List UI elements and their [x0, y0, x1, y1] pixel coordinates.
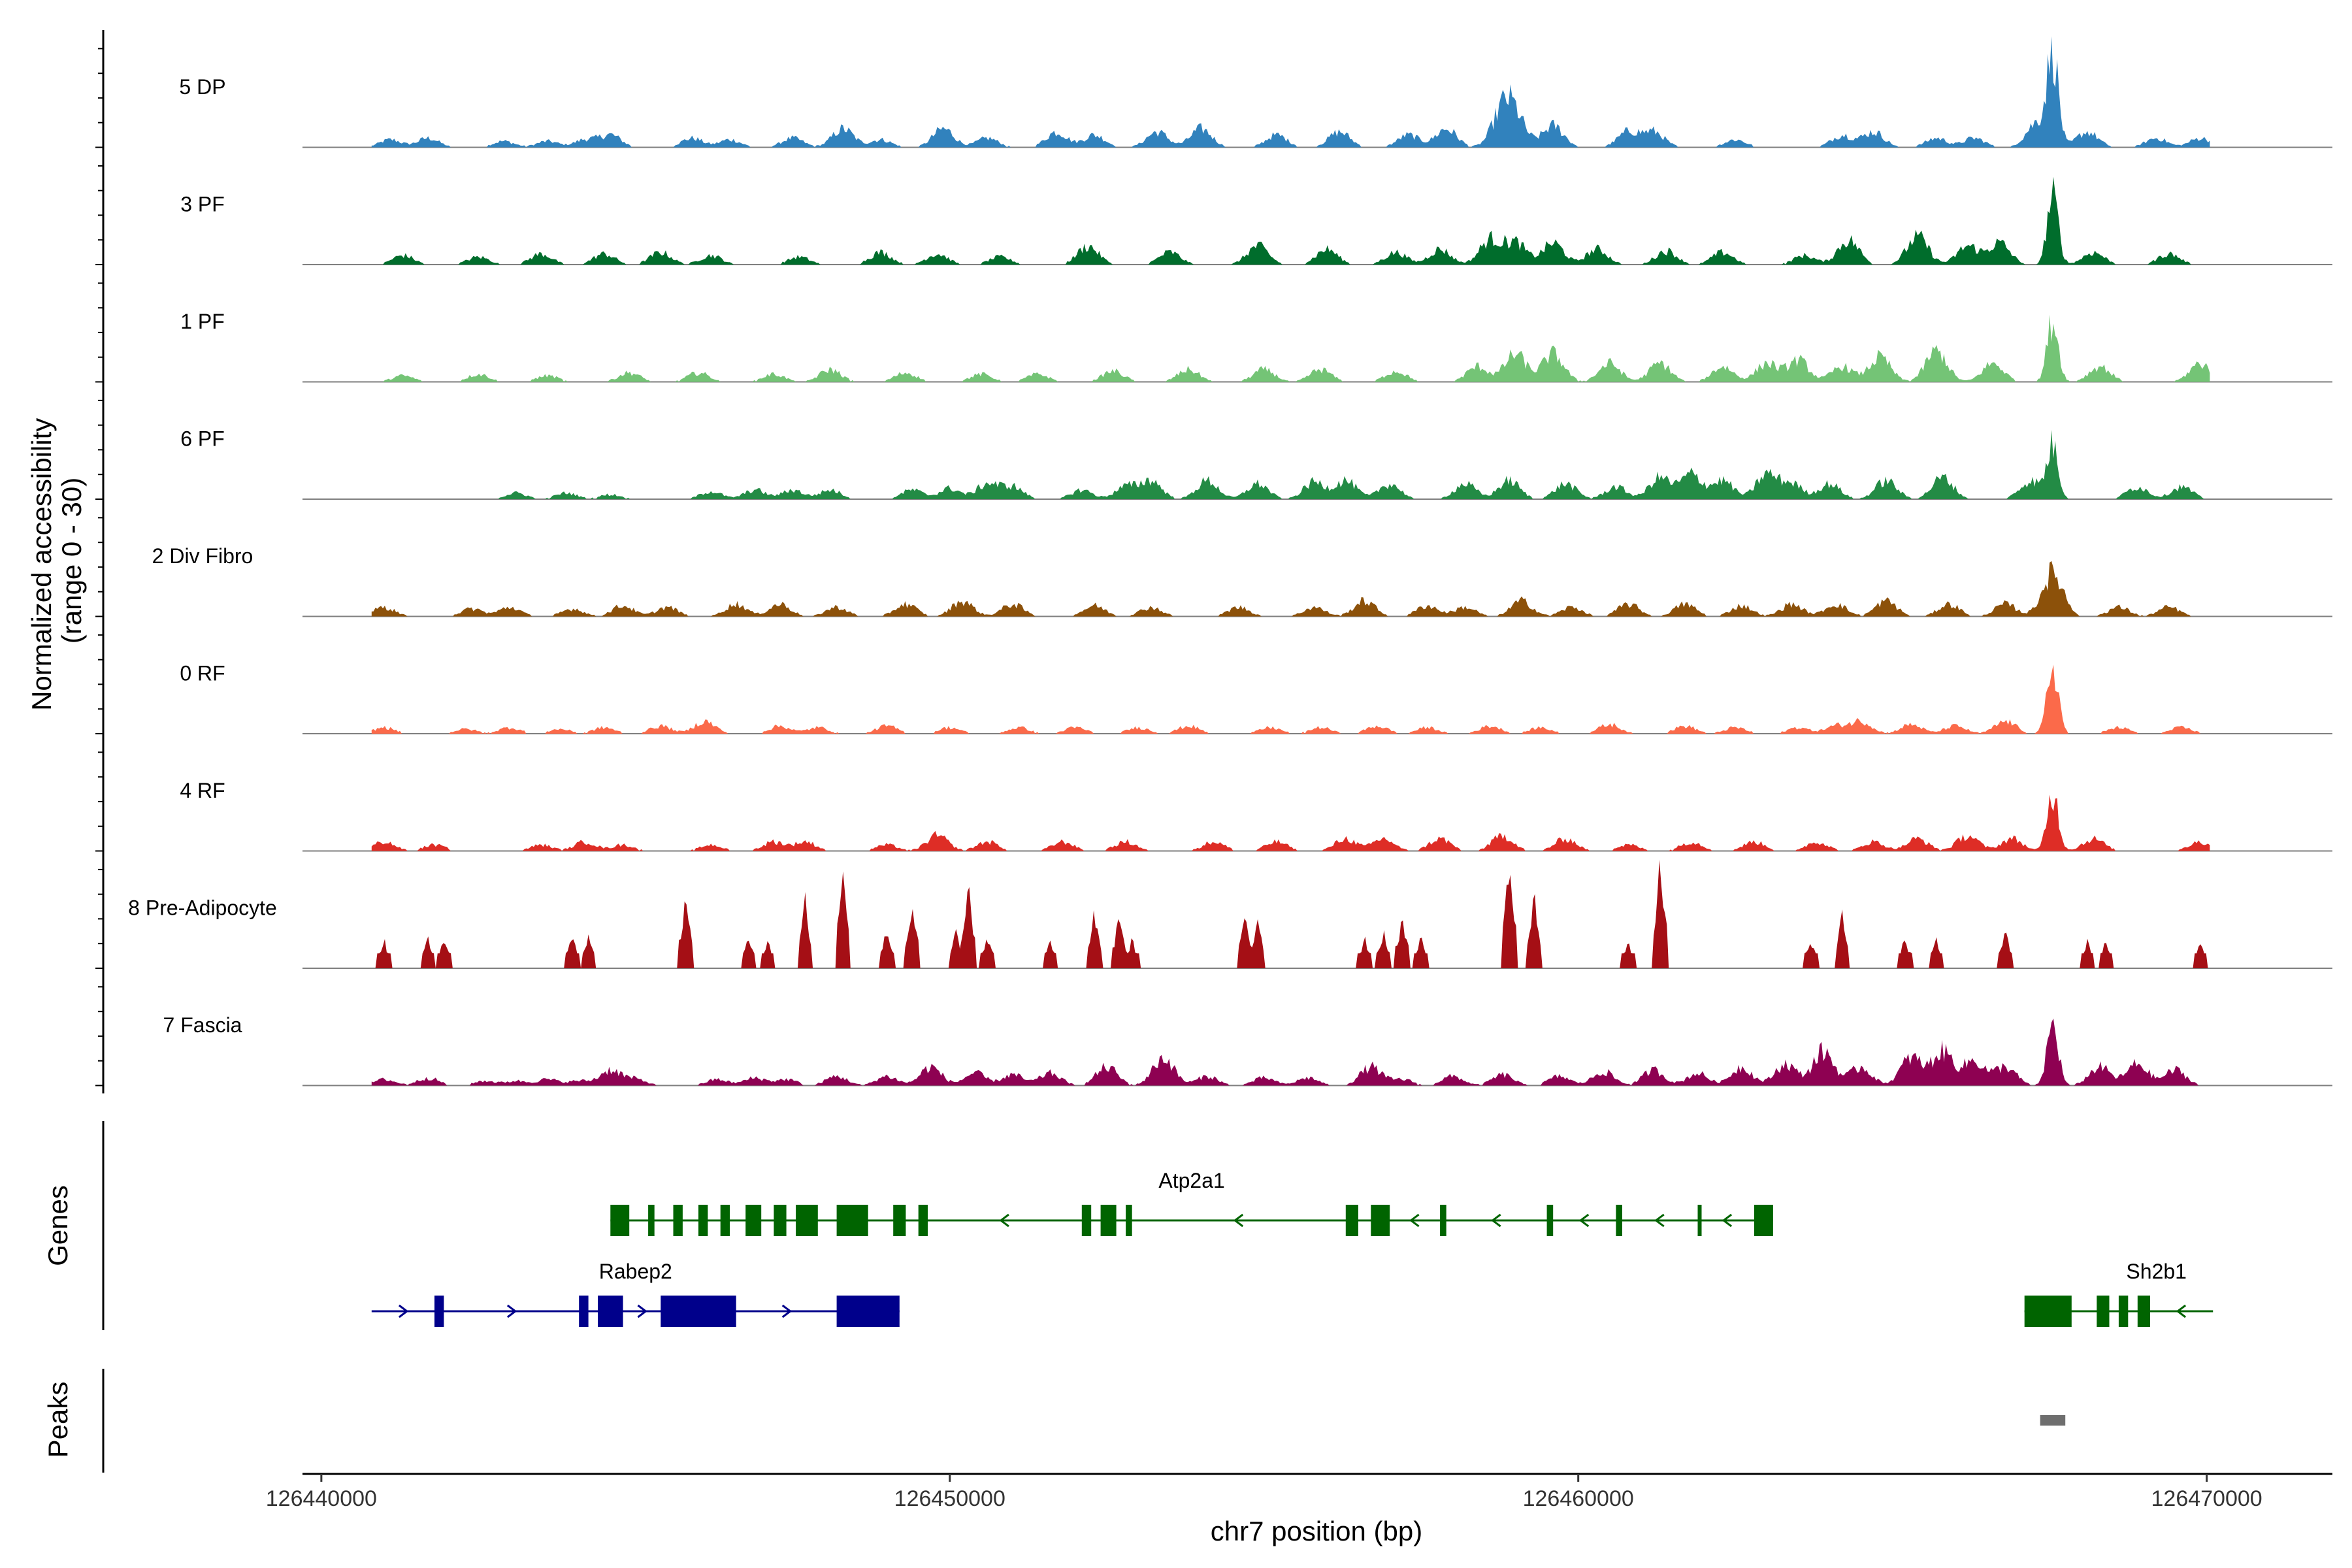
track-signal: [371, 36, 2210, 148]
gene-label: Atp2a1: [1158, 1169, 1224, 1192]
gene-exon: [610, 1205, 630, 1236]
gene-exon: [893, 1205, 906, 1236]
gene-exon: [598, 1296, 623, 1327]
strand-arrow: [1491, 1213, 1501, 1228]
strand-arrow: [637, 1304, 647, 1318]
x-tick-label: 126440000: [266, 1486, 377, 1511]
track-label: 8 Pre-Adipocyte: [128, 896, 277, 920]
track-signal: [371, 860, 2210, 968]
strand-arrow: [999, 1213, 1009, 1228]
genes-panel: Atp2a1 Rabep2 Sh2b1: [102, 1121, 2213, 1330]
track-signal: [371, 664, 2210, 734]
track-label: 4 RF: [180, 779, 225, 802]
track-7-fascia: 7 Fascia: [163, 1013, 2332, 1086]
gene-exon: [648, 1205, 655, 1236]
x-axis-title: chr7 position (bp): [1211, 1516, 1423, 1546]
genes-panel-title: Genes: [42, 1185, 73, 1266]
gene-exon: [2137, 1296, 2150, 1327]
track-signal: [371, 1019, 2210, 1086]
gene-exon: [1697, 1205, 1702, 1236]
gene-exon: [796, 1205, 818, 1236]
peaks-panel-title: Peaks: [42, 1382, 73, 1458]
gene-exon: [836, 1205, 868, 1236]
gene-exon: [1100, 1205, 1117, 1236]
gene-exon: [1371, 1205, 1390, 1236]
strand-arrow: [1578, 1213, 1590, 1228]
strand-arrow: [1722, 1213, 1733, 1228]
gene-exon: [1081, 1205, 1092, 1236]
gene-exon: [2118, 1296, 2129, 1327]
gene-exon: [434, 1296, 444, 1327]
track-label: 1 PF: [180, 310, 225, 333]
strand-arrow: [1233, 1213, 1244, 1228]
gene-rabep2: Rabep2: [371, 1260, 900, 1327]
track-0-rf: 0 RF: [180, 662, 2332, 734]
strand-arrow: [399, 1304, 409, 1318]
gene-exon: [579, 1296, 589, 1327]
gene-atp2a1: Atp2a1: [610, 1169, 1773, 1236]
strand-arrow: [1409, 1213, 1420, 1228]
track-label: 6 PF: [180, 427, 225, 451]
strand-arrow: [506, 1304, 517, 1318]
gene-exon: [661, 1296, 736, 1327]
gene-exon: [745, 1205, 762, 1236]
track-6-pf: 6 PF: [180, 427, 2332, 500]
track-4-rf: 4 RF: [180, 779, 2332, 852]
coverage-y-axis: [95, 30, 105, 1094]
track-5-dp: 5 DP: [179, 36, 2332, 148]
track-signal: [371, 794, 2210, 851]
track-label: 2 Div Fibro: [152, 544, 253, 568]
gene-label: Sh2b1: [2126, 1260, 2187, 1283]
track-label: 7 Fascia: [163, 1013, 242, 1037]
strand-arrow: [781, 1304, 792, 1318]
gene-exon: [1754, 1205, 1773, 1236]
gene-exon: [774, 1205, 787, 1236]
gene-exon: [1345, 1205, 1358, 1236]
coverage-tracks: 5 DP 3 PF 1 PF 6 PF 2 Div Fibro 0 RF 4 RF 8 Pre…: [128, 36, 2332, 1086]
gene-exon: [720, 1205, 730, 1236]
strand-arrow: [1654, 1213, 1665, 1228]
gene-exon: [1440, 1205, 1446, 1236]
x-tick-label: 126470000: [2151, 1486, 2262, 1511]
gene-exon: [673, 1205, 683, 1236]
track-3-pf: 3 PF: [180, 176, 2332, 265]
track-8-pre-adipocyte: 8 Pre-Adipocyte: [128, 860, 2332, 969]
gene-exon: [1616, 1205, 1622, 1236]
gene-exon: [1126, 1205, 1132, 1236]
gene-exon: [836, 1296, 900, 1327]
track-label: 5 DP: [179, 75, 225, 99]
x-tick-label: 126450000: [894, 1486, 1005, 1511]
gene-label: Rabep2: [599, 1260, 672, 1283]
track-signal: [371, 176, 2210, 265]
track-label: 3 PF: [180, 193, 225, 216]
gene-sh2b1: Sh2b1: [2024, 1260, 2213, 1327]
x-axis: 126440000 126450000 126460000 126470000: [266, 1473, 2332, 1511]
track-signal: [371, 561, 2210, 617]
x-tick-label: 126460000: [1523, 1486, 1634, 1511]
gene-exon: [1546, 1205, 1554, 1236]
gene-exon: [2097, 1296, 2110, 1327]
gene-exon: [2024, 1296, 2072, 1327]
track-1-pf: 1 PF: [180, 310, 2332, 383]
strand-arrow: [2176, 1304, 2187, 1318]
peak-region: [2040, 1415, 2066, 1426]
y-axis-title: Normalized accessibility (range 0 - 30): [26, 410, 87, 711]
track-label: 0 RF: [180, 662, 225, 685]
track-signal: [371, 430, 2210, 499]
track-signal: [371, 314, 2210, 382]
peaks-panel: [102, 1369, 2066, 1473]
gene-exon: [698, 1205, 708, 1236]
gene-exon: [918, 1205, 928, 1236]
track-2-div-fibro: 2 Div Fibro: [152, 544, 2332, 617]
